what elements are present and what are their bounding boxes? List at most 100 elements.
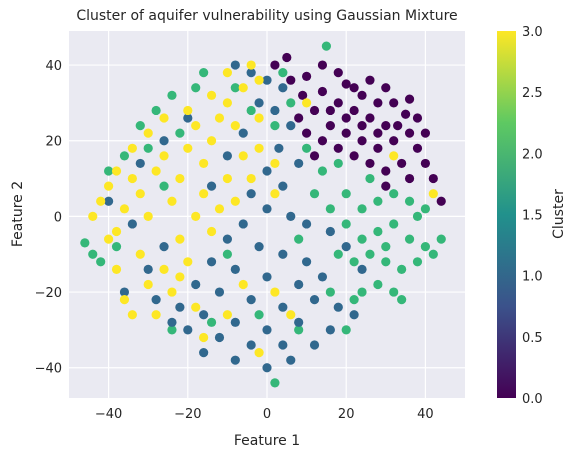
data-point: [357, 287, 367, 297]
data-point: [365, 173, 375, 184]
data-point: [357, 234, 367, 244]
data-point: [317, 60, 328, 70]
data-point: [246, 173, 256, 184]
data-point: [333, 158, 343, 169]
colorbar-gradient: [497, 31, 516, 398]
data-point: [389, 98, 399, 108]
data-point: [302, 128, 312, 138]
data-point: [278, 68, 288, 78]
data-point: [294, 325, 304, 335]
data-point: [143, 128, 153, 138]
y-tick-label: 20: [45, 135, 62, 150]
data-point: [183, 113, 193, 123]
data-point: [246, 189, 256, 199]
data-point: [357, 136, 367, 146]
data-point: [246, 295, 256, 305]
data-point: [135, 120, 145, 131]
data-point: [191, 279, 201, 290]
colorbar-tick-label: 2.0: [522, 147, 543, 162]
colorbar-tick-label: 3.0: [522, 25, 543, 40]
data-point: [143, 264, 153, 274]
data-point: [199, 332, 209, 343]
plot-area: [69, 31, 465, 398]
data-point: [254, 113, 264, 123]
data-point: [206, 181, 217, 191]
data-point: [262, 166, 272, 176]
data-point: [286, 120, 296, 131]
data-point: [206, 226, 217, 237]
data-point: [104, 181, 114, 191]
data-point: [270, 120, 280, 131]
data-point: [389, 151, 399, 161]
data-point: [230, 355, 240, 365]
data-point: [246, 68, 256, 78]
data-point: [262, 272, 272, 282]
data-point: [309, 295, 320, 305]
data-point: [127, 219, 137, 229]
data-point: [401, 109, 411, 119]
data-point: [325, 120, 335, 131]
data-point: [349, 257, 359, 267]
data-point: [357, 120, 367, 131]
data-point: [389, 219, 399, 229]
data-point: [286, 75, 296, 85]
data-point: [428, 189, 438, 199]
data-point: [167, 317, 177, 327]
scatter-points: [80, 41, 446, 388]
data-point: [294, 279, 304, 290]
data-point: [222, 151, 232, 161]
data-point: [206, 136, 217, 146]
data-point: [294, 234, 304, 244]
data-point: [286, 211, 296, 221]
data-point: [404, 196, 415, 206]
data-point: [270, 158, 280, 169]
data-point: [183, 143, 193, 153]
data-point: [302, 219, 312, 229]
data-point: [365, 75, 375, 85]
data-point: [325, 204, 335, 214]
data-point: [341, 242, 351, 252]
data-point: [222, 234, 232, 244]
data-point: [341, 325, 351, 335]
data-point: [412, 143, 423, 153]
data-point: [151, 295, 161, 305]
data-point: [397, 264, 407, 274]
data-point: [104, 166, 114, 176]
data-point: [254, 310, 264, 320]
x-tick-label: −40: [95, 407, 122, 422]
data-point: [404, 173, 415, 184]
data-point: [206, 257, 217, 267]
data-point: [222, 310, 232, 320]
data-point: [333, 143, 343, 153]
data-point: [341, 113, 351, 123]
data-point: [191, 83, 201, 93]
y-axis-label: Feature 2: [10, 181, 26, 247]
data-point: [389, 189, 399, 199]
data-point: [349, 105, 359, 116]
data-point: [404, 234, 415, 244]
data-point: [365, 158, 375, 169]
data-point: [175, 272, 185, 282]
data-point: [302, 257, 312, 267]
data-point: [325, 325, 335, 335]
data-point: [393, 120, 403, 131]
data-point: [230, 317, 240, 327]
data-point: [254, 143, 264, 153]
data-point: [238, 279, 248, 290]
data-point: [127, 310, 137, 320]
data-point: [397, 158, 407, 169]
data-point: [412, 113, 423, 123]
data-point: [309, 151, 320, 161]
data-point: [119, 204, 130, 214]
data-point: [135, 249, 145, 259]
data-point: [274, 143, 284, 153]
data-point: [159, 151, 169, 161]
data-point: [127, 143, 137, 153]
data-point: [230, 83, 240, 93]
data-point: [96, 257, 106, 267]
data-point: [159, 113, 169, 123]
data-point: [404, 94, 415, 104]
x-tick-label: −20: [174, 407, 201, 422]
data-point: [222, 98, 232, 108]
